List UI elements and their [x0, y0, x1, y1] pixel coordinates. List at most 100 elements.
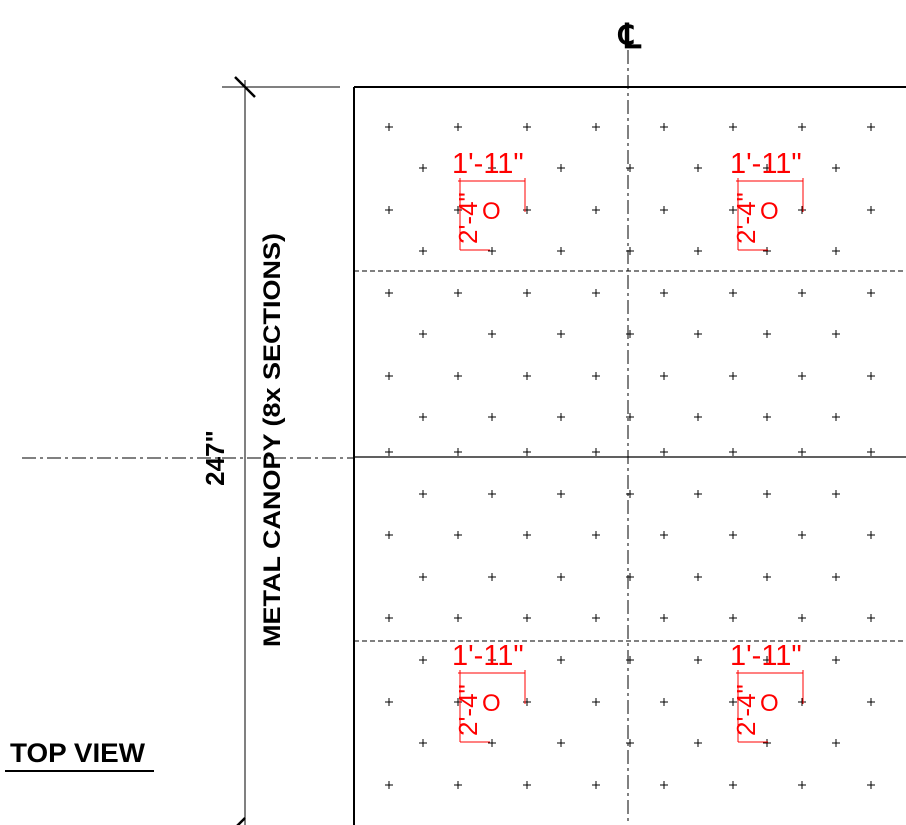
opening-callout-1: 1'-11" 2'-4" O	[452, 148, 526, 251]
fastener-marker	[798, 206, 806, 214]
fastener-marker	[798, 448, 806, 456]
fastener-marker	[385, 698, 393, 706]
fastener-marker	[454, 614, 462, 622]
fastener-marker	[660, 614, 668, 622]
fastener-marker	[385, 614, 393, 622]
fastener-marker	[626, 330, 634, 338]
fastener-marker	[729, 123, 737, 131]
canopy-label: METAL CANOPY (8x SECTIONS)	[259, 233, 286, 647]
fastener-marker	[763, 656, 771, 664]
fastener-marker	[729, 448, 737, 456]
fastener-marker	[729, 614, 737, 622]
fastener-marker	[694, 330, 702, 338]
fastener-marker	[385, 206, 393, 214]
fastener-marker	[729, 372, 737, 380]
fastener-marker	[385, 289, 393, 297]
fastener-marker	[419, 739, 427, 747]
fastener-marker	[867, 614, 875, 622]
fastener-marker	[454, 698, 462, 706]
fastener-marker	[867, 289, 875, 297]
fastener-marker	[763, 247, 771, 255]
fastener-marker	[592, 448, 600, 456]
fastener-marker	[729, 289, 737, 297]
opening-callout-3: 1'-11" 2'-4" O	[452, 640, 526, 743]
fastener-marker	[763, 413, 771, 421]
fastener-marker	[419, 164, 427, 172]
opening-depth-dimension: 2'-4"	[453, 684, 483, 736]
fastener-marker	[798, 372, 806, 380]
fastener-marker	[694, 739, 702, 747]
fastener-marker	[867, 448, 875, 456]
fastener-marker	[523, 698, 531, 706]
fastener-marker	[385, 448, 393, 456]
fastener-marker	[454, 448, 462, 456]
fastener-marker	[798, 698, 806, 706]
fastener-marker	[763, 330, 771, 338]
fastener-marker	[798, 123, 806, 131]
fastener-marker	[660, 372, 668, 380]
fastener-marker	[867, 206, 875, 214]
fastener-marker	[488, 490, 496, 498]
fastener-marker	[832, 413, 840, 421]
fastener-marker	[523, 289, 531, 297]
fastener-marker	[488, 247, 496, 255]
fastener-marker	[694, 573, 702, 581]
fastener-marker	[385, 531, 393, 539]
fastener-marker	[832, 739, 840, 747]
fastener-marker	[694, 413, 702, 421]
fastener-marker	[592, 698, 600, 706]
fastener-marker	[557, 573, 565, 581]
fastener-marker	[694, 490, 702, 498]
opening-depth-dimension: 2'-4"	[731, 192, 761, 244]
fastener-marker	[729, 531, 737, 539]
fastener-marker	[763, 573, 771, 581]
fastener-marker	[523, 614, 531, 622]
fastener-marker	[454, 206, 462, 214]
fastener-marker	[419, 490, 427, 498]
fastener-marker	[832, 573, 840, 581]
centerline-symbol: ℄	[617, 18, 642, 56]
fastener-marker	[798, 531, 806, 539]
dimension-tick-bottom	[236, 817, 246, 825]
fastener-marker	[660, 781, 668, 789]
fastener-marker	[592, 123, 600, 131]
fastener-marker	[626, 490, 634, 498]
fastener-marker	[867, 531, 875, 539]
fastener-marker	[419, 656, 427, 664]
fastener-marker	[592, 531, 600, 539]
fastener-marker	[557, 739, 565, 747]
fastener-marker	[729, 698, 737, 706]
opening-width-dimension: 1'-11"	[452, 148, 524, 180]
fastener-marker	[694, 656, 702, 664]
fastener-marker	[523, 531, 531, 539]
fastener-marker	[626, 656, 634, 664]
fastener-marker	[523, 372, 531, 380]
fastener-marker	[592, 372, 600, 380]
dimension-tick-top	[234, 76, 256, 98]
fastener-marker	[694, 247, 702, 255]
opening-symbol: O	[482, 690, 501, 717]
fastener-marker	[385, 781, 393, 789]
fastener-marker	[557, 656, 565, 664]
opening-depth-dimension: 2'-4"	[731, 684, 761, 736]
fastener-marker	[454, 372, 462, 380]
fastener-marker	[454, 781, 462, 789]
fastener-marker	[729, 781, 737, 789]
fastener-marker	[832, 656, 840, 664]
fastener-grid	[385, 123, 875, 789]
fastener-marker	[798, 289, 806, 297]
fastener-marker	[488, 573, 496, 581]
fastener-marker	[660, 123, 668, 131]
fastener-marker	[419, 413, 427, 421]
fastener-marker	[523, 123, 531, 131]
fastener-marker	[557, 490, 565, 498]
fastener-marker	[523, 448, 531, 456]
opening-width-dimension: 1'-11"	[452, 640, 524, 672]
opening-width-dimension: 1'-11"	[730, 640, 802, 672]
fastener-marker	[488, 330, 496, 338]
opening-callout-2: 1'-11" 2'-4" O	[730, 148, 804, 251]
fastener-marker	[798, 614, 806, 622]
fastener-marker	[557, 330, 565, 338]
fastener-marker	[763, 490, 771, 498]
